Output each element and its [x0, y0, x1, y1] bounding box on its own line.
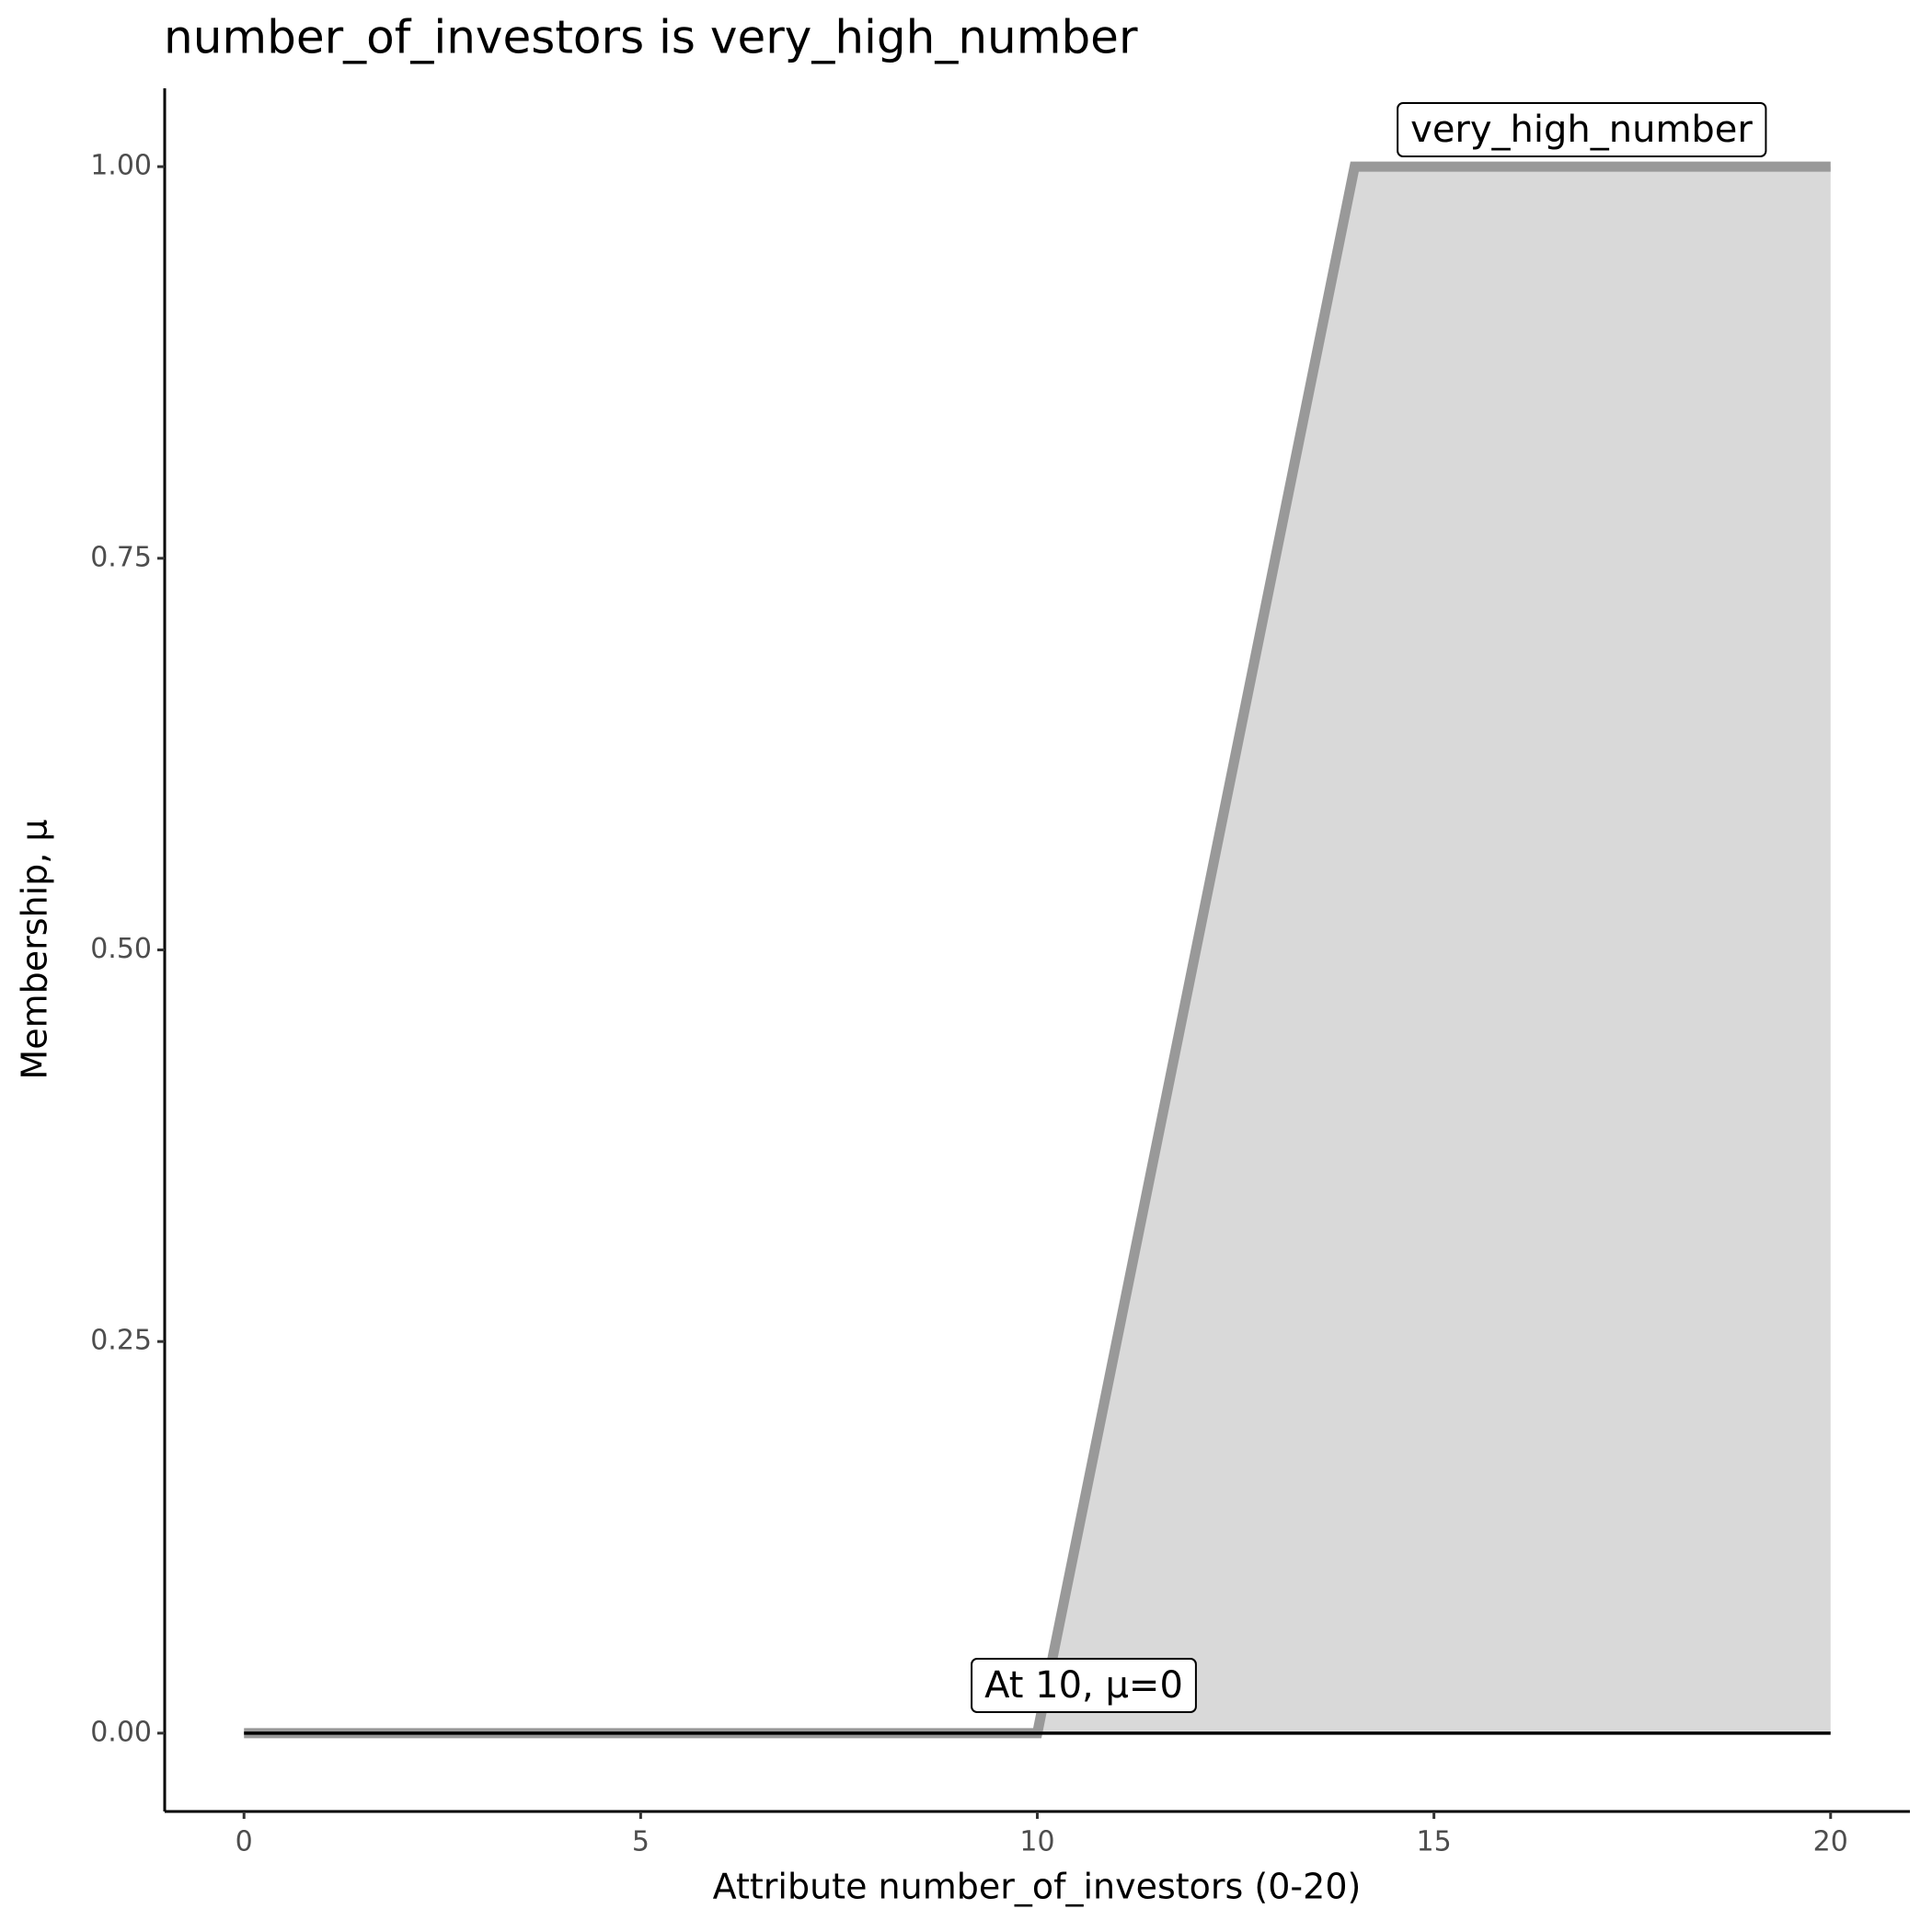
y-tick-label: 1.00 [90, 150, 152, 182]
y-tick-label: 0.25 [90, 1325, 152, 1357]
y-tick-label: 0.00 [90, 1716, 152, 1748]
x-tick-label: 0 [236, 1826, 253, 1858]
annotation-box [1397, 102, 1767, 157]
annotation: At 10, μ=0 [984, 1664, 1183, 1707]
annotation-box [971, 1658, 1197, 1713]
y-tick-label: 0.50 [90, 933, 152, 965]
x-tick-label: 10 [1019, 1826, 1054, 1858]
x-axis-label: Attribute number_of_investors (0-20) [713, 1867, 1362, 1907]
y-axis-label: Membership, μ [15, 819, 55, 1079]
y-tick-label: 0.75 [90, 541, 152, 573]
chart-title: number_of_investors is very_high_number [164, 11, 1138, 64]
annotation: very_high_number [1410, 109, 1753, 151]
x-tick-label: 5 [632, 1826, 650, 1858]
x-tick-label: 20 [1813, 1826, 1848, 1858]
x-tick-label: 15 [1417, 1826, 1452, 1858]
area [244, 167, 1831, 1733]
